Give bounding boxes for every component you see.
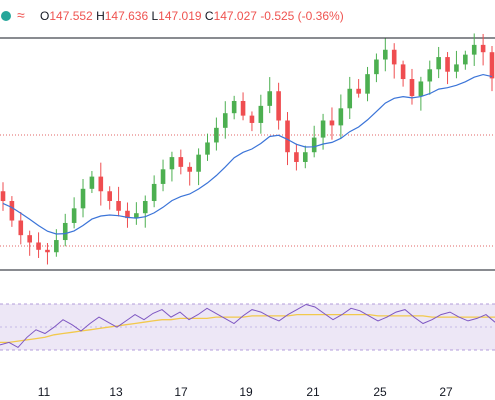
candle-body: [214, 127, 219, 143]
candle-body: [151, 183, 157, 202]
candle-body: [27, 235, 32, 243]
candle-body: [54, 240, 59, 253]
candle-body: [489, 52, 495, 79]
candle-body: [383, 49, 388, 60]
candle-body: [454, 64, 459, 72]
candle-body: [409, 79, 415, 97]
candle-body: [267, 91, 273, 106]
candle-body: [71, 208, 77, 223]
candle-body: [400, 64, 406, 80]
x-tick-label: 13: [109, 385, 123, 399]
candle-body: [0, 191, 6, 202]
candle-body: [427, 69, 433, 82]
ohlc-header: ≈ O147.552 H147.636 L147.019 C147.027 -0…: [0, 0, 495, 34]
candle-body: [231, 100, 237, 114]
x-tick-label: 11: [38, 385, 51, 399]
candle-body: [276, 91, 281, 121]
candle-body: [45, 249, 50, 253]
approx-icon[interactable]: ≈: [17, 7, 25, 23]
candle-body: [418, 81, 424, 97]
candle-body: [98, 176, 104, 192]
x-tick-label: 27: [439, 385, 453, 399]
candle-body: [80, 188, 86, 209]
candle-body: [205, 142, 210, 155]
candle-body: [320, 120, 326, 138]
candle-body: [338, 108, 344, 126]
candle-body: [347, 88, 353, 109]
low-label: L: [151, 9, 159, 23]
candle-body: [311, 137, 317, 153]
candle-body: [18, 220, 24, 236]
candle-body: [302, 152, 308, 162]
x-tick-label: 25: [373, 385, 387, 399]
low-value: 147.019: [158, 9, 202, 23]
candle-body: [374, 59, 379, 75]
candle-body: [178, 157, 184, 167]
open-value: 147.552: [49, 9, 93, 23]
candle-body: [391, 49, 397, 65]
candle-body: [480, 44, 486, 53]
candle-body: [258, 105, 264, 123]
x-tick-label: 21: [306, 385, 320, 399]
rsi-band: [0, 304, 495, 350]
high-value: 147.636: [104, 9, 149, 23]
rsi-line: [0, 303, 495, 349]
candle-body: [329, 120, 335, 126]
candle-body: [142, 201, 148, 214]
candle-body: [249, 115, 255, 123]
open-label: O: [40, 9, 50, 23]
candle-body: [222, 113, 228, 128]
candle-body: [445, 57, 450, 72]
green-dot-icon[interactable]: [1, 11, 11, 21]
candle-body: [294, 152, 299, 162]
candle-body: [463, 54, 468, 65]
candle-body: [285, 120, 290, 153]
candle-body: [196, 154, 201, 172]
candle-body: [62, 222, 68, 241]
x-tick-label: 17: [174, 385, 188, 399]
moving-average-line: [2, 73, 493, 235]
x-tick-label: 19: [239, 385, 253, 399]
candle-body: [36, 242, 41, 250]
high-label: H: [96, 9, 105, 23]
candle-body: [436, 57, 441, 70]
candle-body: [107, 191, 112, 202]
candle-body: [125, 210, 130, 219]
candle-body: [365, 74, 370, 94]
close-label: C: [204, 9, 214, 23]
ohlc-legend: O147.552 H147.636 L147.019 C147.027 -0.5…: [40, 9, 344, 23]
close-value: 147.027: [213, 9, 257, 23]
candle-body: [89, 176, 95, 189]
candle-body: [471, 44, 477, 55]
candle-body: [160, 169, 166, 184]
candle-body: [9, 201, 15, 221]
candle-body: [240, 100, 246, 116]
candle-body: [169, 157, 175, 170]
candle-body: [134, 213, 139, 219]
candle-body: [187, 166, 193, 172]
change-value: -0.525 (-0.36%): [260, 9, 344, 23]
candle-body: [356, 88, 361, 94]
candle-body: [116, 201, 121, 211]
